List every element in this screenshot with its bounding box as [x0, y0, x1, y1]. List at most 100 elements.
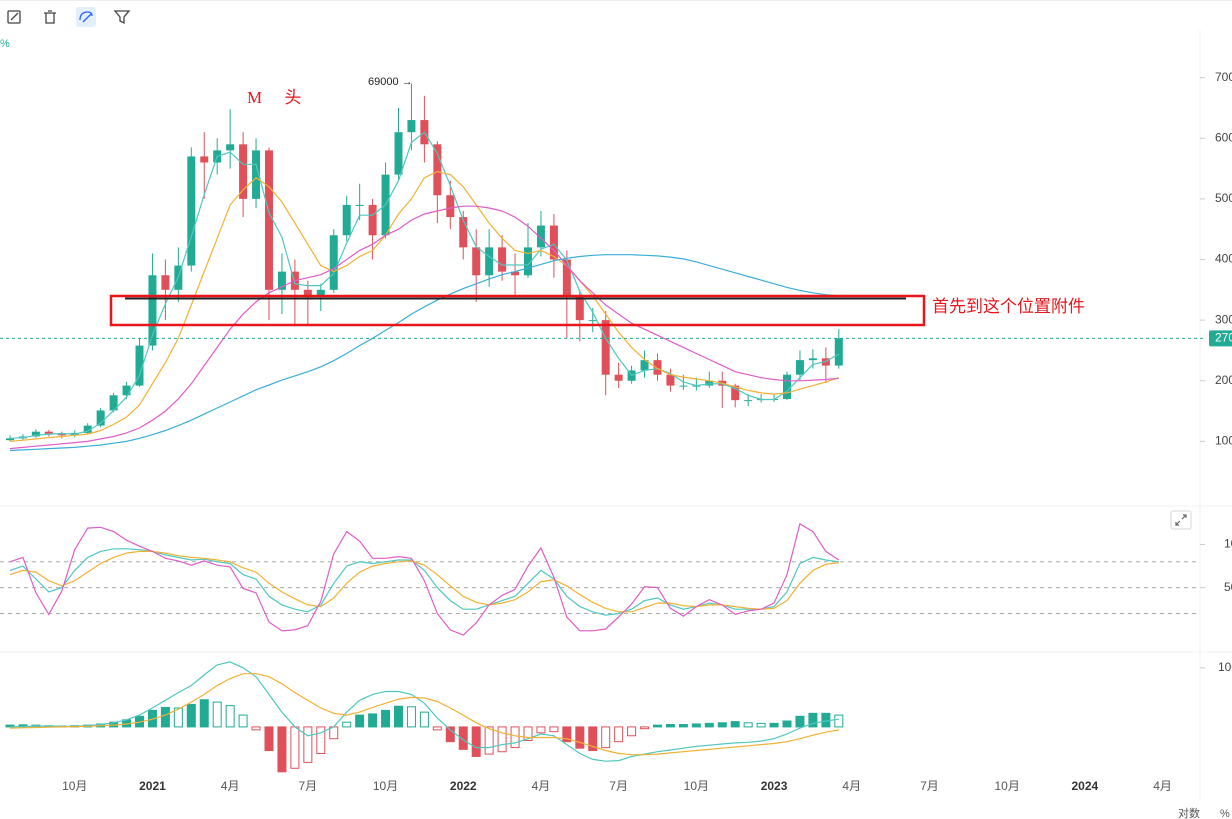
candle-body — [485, 247, 494, 276]
edit-icon[interactable] — [7, 10, 21, 24]
histogram-bar — [497, 726, 507, 753]
y-tick-label: 20000 — [1215, 373, 1232, 387]
histogram-bar — [665, 724, 675, 728]
histogram-bar — [536, 726, 546, 734]
histogram-bar — [756, 722, 766, 728]
x-tick-label: 2022 — [450, 779, 477, 793]
x-tick-label: 7月 — [920, 779, 939, 793]
candle-body — [549, 225, 558, 260]
x-tick-label: 4月 — [532, 779, 551, 793]
histogram-bar — [769, 722, 779, 728]
magnet-icon[interactable] — [79, 11, 93, 23]
y-tick-label: 10000 — [1215, 434, 1232, 448]
histogram-bar — [523, 726, 533, 742]
indicator-line — [9, 661, 839, 762]
log-toggle[interactable]: 对数 — [1178, 806, 1200, 819]
histogram-bar — [303, 726, 313, 763]
candle-body — [459, 217, 468, 248]
toolbar — [7, 7, 131, 27]
delete-icon[interactable] — [44, 10, 56, 24]
histogram-bar — [251, 726, 261, 731]
x-tick-label: 4月 — [842, 779, 861, 793]
histogram-bar — [795, 715, 805, 728]
candle-body — [368, 204, 377, 236]
candle-body — [187, 156, 196, 266]
indicator-line — [9, 673, 839, 756]
indicator-line — [9, 522, 840, 636]
candle-body — [5, 438, 14, 441]
pattern-label: M 头 — [247, 88, 301, 107]
candle-body — [640, 360, 649, 371]
candle-body — [57, 434, 66, 436]
indicator-line — [9, 170, 839, 442]
candle-body — [679, 385, 688, 387]
histogram-bar — [355, 714, 365, 728]
histogram-bar — [588, 726, 598, 752]
histogram-bar — [743, 722, 753, 728]
candle-body — [433, 144, 442, 196]
candle-body — [148, 275, 157, 346]
expand-icon[interactable] — [1170, 510, 1192, 530]
histogram-bar — [419, 711, 429, 728]
histogram-bar — [808, 712, 818, 728]
y-tick-label: 30000 — [1215, 312, 1232, 326]
x-tick-label: 7月 — [609, 779, 628, 793]
x-tick-label: 2024 — [1071, 779, 1098, 793]
candle-body — [161, 275, 170, 290]
plot-area: 10月 2021 4月 7月 10月 2022 4月 7月 10月 2023 4月 7月 10月 2024… — [0, 70, 1232, 793]
peak-label: 69000 → — [368, 76, 413, 88]
y-tick-label: 60000 — [1215, 130, 1232, 144]
indicator-line — [9, 254, 839, 452]
histogram-bar — [445, 726, 455, 743]
active-icon-bg — [76, 7, 96, 27]
candle-body — [653, 360, 662, 375]
candle-body — [731, 385, 740, 401]
candle-body — [316, 289, 325, 296]
candle-body — [498, 247, 507, 272]
candle-body — [109, 395, 118, 411]
filter-icon[interactable] — [113, 10, 131, 25]
candle-body — [407, 120, 416, 133]
histogram-bar — [717, 722, 727, 728]
candle-body — [122, 385, 131, 396]
histogram-bar — [173, 707, 183, 728]
candle-body — [795, 360, 804, 375]
target-zone[interactable] — [109, 294, 926, 327]
histogram-bar — [290, 726, 300, 769]
candle-body — [782, 374, 791, 399]
histogram-bar — [406, 706, 416, 728]
histogram-bar — [691, 723, 701, 728]
histogram-bar — [5, 724, 15, 728]
histogram-bar — [264, 726, 274, 752]
histogram-bar — [730, 721, 740, 728]
histogram-bar — [381, 709, 391, 728]
candle-body — [575, 295, 584, 321]
indicator-line — [9, 550, 839, 613]
histogram-bar — [342, 721, 352, 728]
indicator-line — [9, 131, 840, 439]
histogram-bar — [575, 726, 585, 749]
x-tick-label: 10月 — [994, 779, 1019, 793]
candle-body — [446, 195, 455, 218]
candle-body — [342, 204, 351, 236]
candle-body — [588, 320, 597, 322]
candle-body — [472, 247, 481, 276]
histogram-bar — [238, 714, 248, 728]
histogram-bar — [393, 705, 403, 728]
candle-body — [83, 425, 92, 433]
histogram-bar — [471, 726, 481, 757]
candle-body — [601, 320, 610, 375]
percent-toggle[interactable]: % — [1220, 808, 1230, 819]
candle-body — [135, 345, 144, 386]
candle-body — [226, 144, 235, 151]
candle-body — [666, 374, 675, 386]
y-tick-label: 10000 — [1218, 660, 1232, 674]
histogram-bar — [277, 726, 287, 773]
candle-body — [252, 150, 261, 199]
candle-body — [744, 400, 753, 402]
y-tick-label: 40000 — [1215, 252, 1232, 266]
candle-body — [44, 431, 53, 435]
percent-mark: % — [0, 38, 10, 50]
candle-body — [614, 374, 623, 381]
